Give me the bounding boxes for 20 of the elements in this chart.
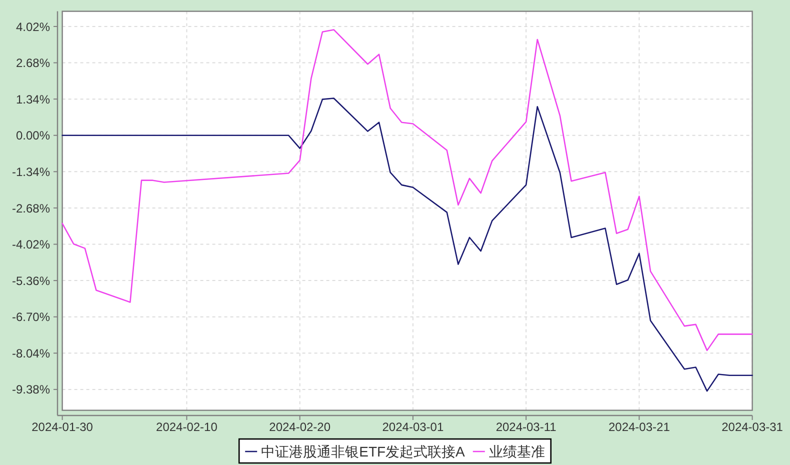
y-tick-label: 2.68% <box>16 56 50 70</box>
y-tick-label: -1.34% <box>12 164 50 179</box>
y-tick-label: -9.38% <box>12 382 50 397</box>
x-tick-label: 2024-03-21 <box>608 420 670 434</box>
x-tick-label: 2024-02-20 <box>269 420 331 434</box>
x-tick-label: 2024-03-11 <box>496 420 557 434</box>
x-tick-label: 2024-03-01 <box>382 420 444 434</box>
y-tick-label: -2.68% <box>12 201 50 216</box>
y-tick-label: -5.36% <box>12 274 50 288</box>
y-tick-label: 1.34% <box>16 92 50 106</box>
y-tick-label: 4.02% <box>16 20 50 34</box>
y-tick-label: 0.00% <box>16 128 50 143</box>
y-tick-label: -6.70% <box>12 310 50 324</box>
x-tick-label: 2024-03-31 <box>722 420 784 434</box>
y-tick-label: -8.04% <box>12 346 50 360</box>
legend-label: 业绩基准 <box>488 444 545 460</box>
y-tick-label: -4.02% <box>12 238 50 252</box>
legend-label: 中证港股通非银ETF发起式联接A <box>261 444 466 460</box>
x-tick-label: 2024-02-10 <box>156 420 218 434</box>
x-tick-label: 2024-01-30 <box>32 420 94 434</box>
